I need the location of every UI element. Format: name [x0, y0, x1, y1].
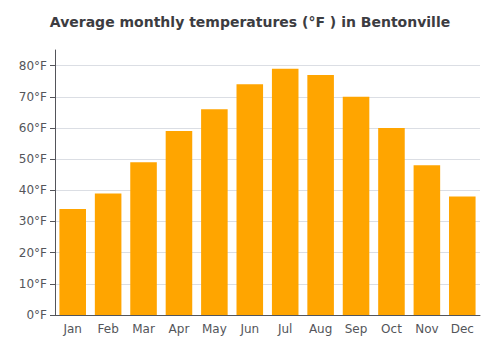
svg-text:0°F: 0°F: [26, 308, 47, 322]
svg-text:Jul: Jul: [277, 322, 292, 336]
svg-text:80°F: 80°F: [19, 59, 47, 73]
svg-text:Jun: Jun: [239, 322, 259, 336]
svg-text:Jan: Jan: [62, 322, 82, 336]
svg-text:Feb: Feb: [98, 322, 119, 336]
svg-text:40°F: 40°F: [19, 183, 47, 197]
svg-text:70°F: 70°F: [19, 90, 47, 104]
svg-text:50°F: 50°F: [19, 152, 47, 166]
svg-text:Apr: Apr: [169, 322, 190, 336]
svg-text:30°F: 30°F: [19, 214, 47, 228]
svg-text:Aug: Aug: [309, 322, 332, 336]
svg-text:Average monthly temperatures (: Average monthly temperatures (°F ) in Be…: [50, 14, 450, 30]
svg-text:Mar: Mar: [132, 322, 155, 336]
svg-text:10°F: 10°F: [19, 277, 47, 291]
svg-text:Nov: Nov: [415, 322, 438, 336]
svg-text:May: May: [202, 322, 227, 336]
svg-text:60°F: 60°F: [19, 121, 47, 135]
svg-text:20°F: 20°F: [19, 246, 47, 260]
svg-text:Dec: Dec: [451, 322, 474, 336]
svg-text:Sep: Sep: [345, 322, 368, 336]
svg-text:Oct: Oct: [381, 322, 402, 336]
